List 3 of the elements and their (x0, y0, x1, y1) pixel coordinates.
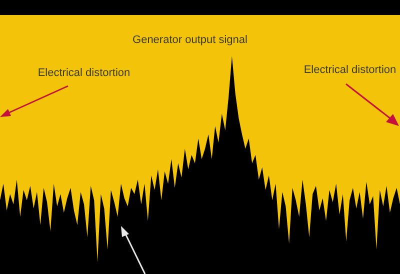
chart-title: Generator output signal (132, 34, 248, 46)
annotation: Electrical distortion (304, 64, 396, 76)
annotation: Electrical distortion (38, 67, 130, 80)
